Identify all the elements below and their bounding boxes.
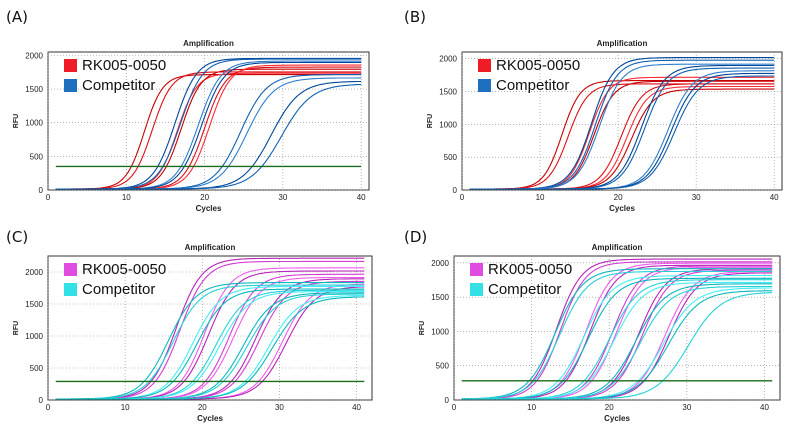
x-axis-label: Cycles [196,204,222,213]
legend-label: Competitor [82,281,155,298]
x-tick-label: 20 [200,193,209,202]
y-tick-label: 500 [30,152,44,161]
series-line [469,75,775,190]
chart-title: Amplification [592,243,643,252]
x-tick-label: 10 [122,193,131,202]
amplification-chart: Amplification 0 10 20 30 40 0 500 1000 1500 2000 Cy… [13,243,373,423]
panel-b: (B) Amplification 0 10 20 30 40 0 500 1000 1500 20… [400,0,800,215]
amplification-chart: Amplification 0 10 20 30 40 0 500 1000 1500 2000 Cy… [13,39,370,213]
series-line [55,296,365,400]
y-tick-label: 1000 [25,332,43,341]
x-tick-label: 0 [46,193,51,202]
x-tick-label: 10 [527,403,536,412]
legend-label: Competitor [496,77,569,94]
series-line [461,270,773,400]
x-tick-label: 20 [614,193,623,202]
legend-swatch [64,283,77,296]
x-tick-label: 10 [121,403,130,412]
y-tick-label: 2000 [25,51,43,60]
amplification-chart: Amplification 0 10 20 30 40 0 500 1000 1500 2000 Cy… [419,243,781,423]
x-tick-label: 30 [682,403,691,412]
legend-swatch [478,79,491,92]
x-tick-label: 30 [275,403,284,412]
legend-label: Competitor [82,77,155,94]
y-tick-label: 2000 [431,259,449,268]
y-tick-label: 0 [39,396,44,405]
legend-label: RK005-0050 [488,261,572,278]
y-axis-label: RFU [13,114,20,128]
legend-swatch [64,263,77,276]
y-tick-label: 1000 [439,120,457,129]
legend-swatch [64,59,77,72]
y-tick-label: 2000 [25,268,43,277]
series-line [55,284,365,400]
panel-label: (C) [6,228,29,246]
legend-label: RK005-0050 [496,57,580,74]
x-tick-label: 20 [198,403,207,412]
x-axis-label: Cycles [609,204,635,213]
x-axis-label: Cycles [604,414,630,423]
panel-label: (D) [404,228,428,246]
plot-area [461,51,783,191]
panel-label: (B) [404,8,426,26]
chart-title: Amplification [183,39,234,48]
y-tick-label: 1000 [25,119,43,128]
series-line [461,292,773,400]
panel-c: (C) Amplification 0 10 20 30 40 0 500 1000 1500 20… [0,216,400,431]
x-tick-label: 20 [605,403,614,412]
y-tick-label: 500 [436,362,450,371]
y-axis-label: RFU [419,321,426,335]
y-tick-label: 500 [444,153,458,162]
legend-label: Competitor [488,281,561,298]
x-tick-label: 40 [760,403,769,412]
y-tick-label: 0 [453,186,458,195]
y-tick-label: 0 [445,396,450,405]
legend-swatch [64,79,77,92]
legend-swatch [478,59,491,72]
amplification-chart: Amplification 0 10 20 30 40 0 500 1000 1500 2000 Cy… [427,39,783,213]
x-tick-label: 40 [357,193,366,202]
x-tick-label: 0 [46,403,51,412]
panel-label: (A) [6,8,28,26]
x-tick-label: 10 [536,193,545,202]
chart-title: Amplification [597,39,648,48]
x-tick-label: 40 [352,403,361,412]
y-tick-label: 2000 [439,55,457,64]
y-tick-label: 1000 [431,327,449,336]
y-tick-label: 500 [30,364,44,373]
legend-swatch [470,283,483,296]
series-line [461,261,773,400]
legend-label: RK005-0050 [82,57,166,74]
panel-a: (A) Amplification 0 10 20 30 40 0 500 1000 1500 20… [0,0,400,215]
y-axis-label: RFU [13,321,20,335]
y-tick-label: 1500 [439,87,457,96]
x-axis-label: Cycles [197,414,223,423]
series-line [461,268,773,400]
y-tick-label: 1500 [25,300,43,309]
series-line [55,83,362,190]
y-tick-label: 1500 [431,293,449,302]
panel-d: (D) Amplification 0 10 20 30 40 0 500 1000 1500 20… [400,216,800,431]
x-tick-label: 0 [452,403,457,412]
legend-label: RK005-0050 [82,261,166,278]
x-tick-label: 30 [692,193,701,202]
x-tick-label: 30 [278,193,287,202]
y-tick-label: 0 [39,186,44,195]
y-axis-label: RFU [427,114,434,128]
y-tick-label: 1500 [25,85,43,94]
series-line [55,71,362,190]
legend-swatch [470,263,483,276]
x-tick-label: 40 [770,193,779,202]
chart-title: Amplification [185,243,236,252]
x-tick-label: 0 [460,193,465,202]
